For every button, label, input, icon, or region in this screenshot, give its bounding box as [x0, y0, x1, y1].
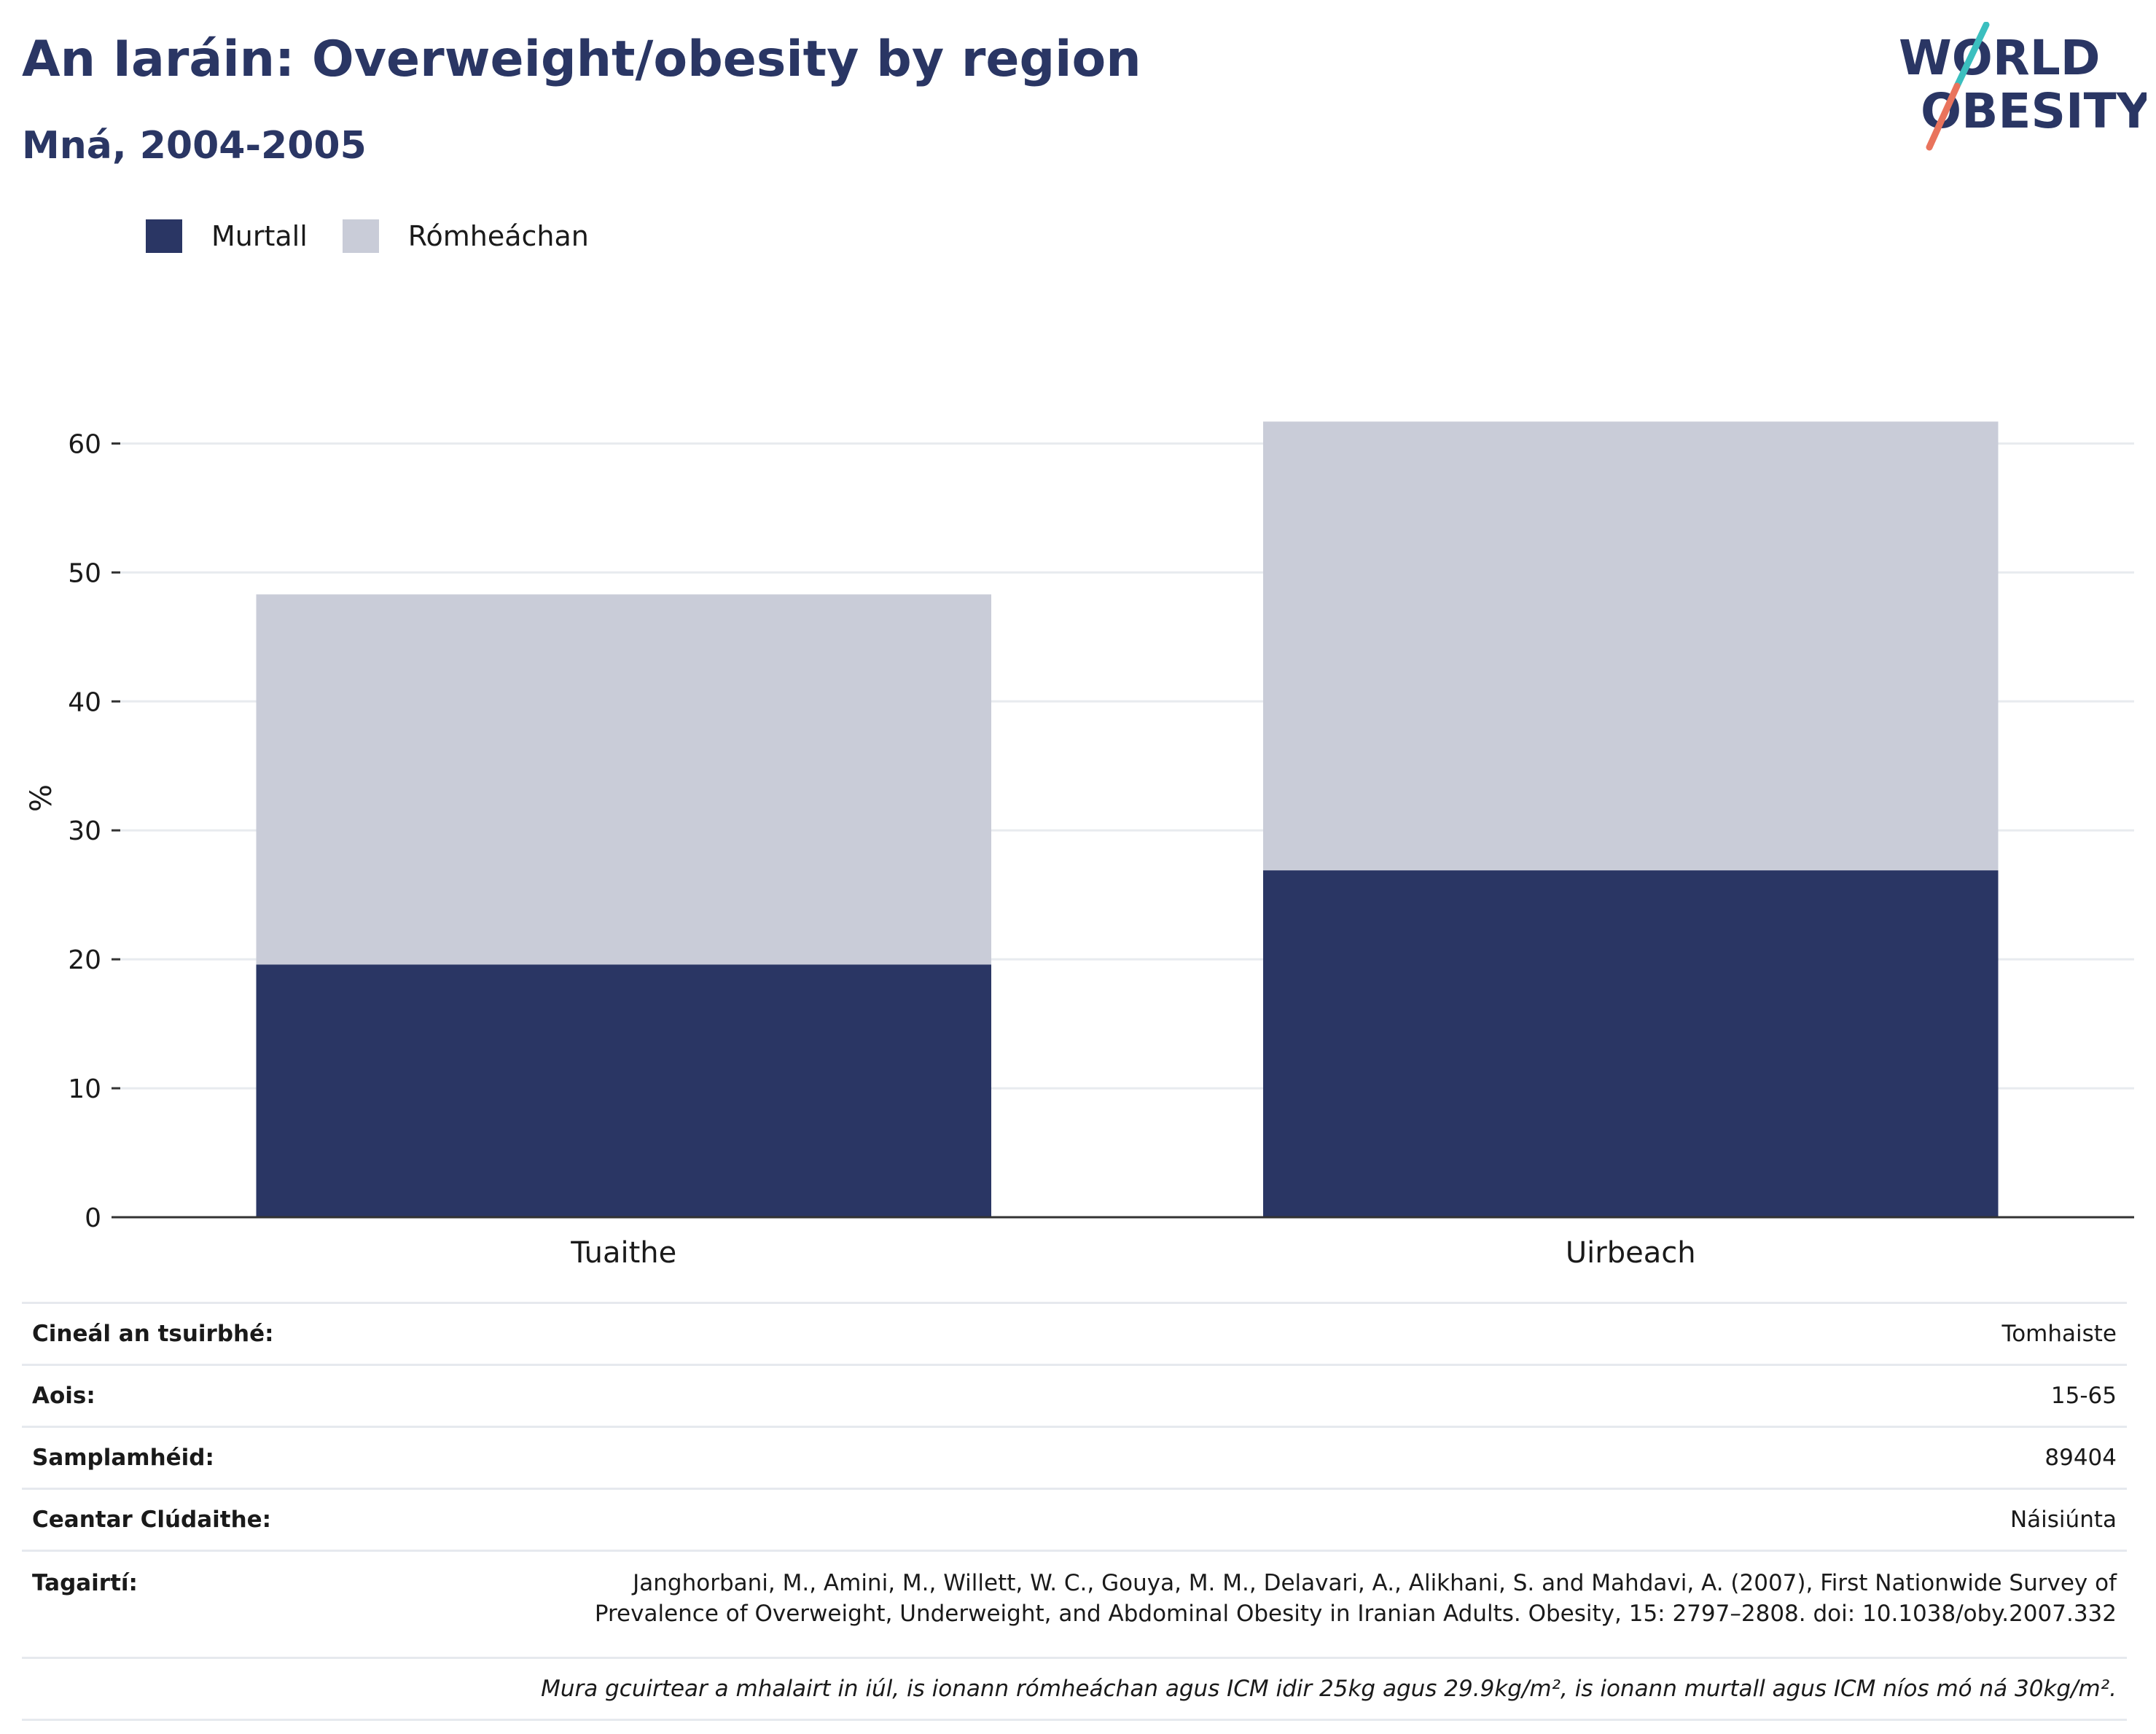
info-value: Tomhaiste [327, 1302, 2127, 1365]
bar-tuaithe-murtall[interactable] [256, 964, 991, 1217]
info-key: Ceantar Clúdaithe: [22, 1488, 328, 1551]
bar-chart: 0 10 20 30 40 50 60 Tuaithe Uirbeach% [25, 421, 2134, 1268]
info-value: 15-65 [327, 1364, 2127, 1427]
y-tick-label: 30 [68, 816, 101, 846]
x-tick-label: Tuaithe [570, 1236, 676, 1268]
legend-item-murtall[interactable]: Murtall [146, 219, 308, 253]
bar-tuaithe-romheachan[interactable] [256, 594, 991, 965]
chart-legend: Murtall Rómheáchan [146, 217, 624, 255]
y-axis-label: % [25, 784, 58, 812]
footnote-text: Mura gcuirtear a mhalairt in iúl, is ion… [22, 1657, 2127, 1721]
chart-subtitle: Mná, 2004-2005 [22, 124, 367, 168]
logo-line1: WORLD [1899, 30, 2101, 86]
survey-info-table: Cineál an tsuirbhé: Tomhaiste Aois: 15-6… [22, 1302, 2127, 1721]
world-obesity-logo: WORLD OBESITY [1899, 22, 2147, 151]
y-tick-label: 10 [68, 1074, 101, 1104]
y-tick-label: 60 [68, 429, 101, 459]
x-tick-label: Uirbeach [1566, 1236, 1696, 1268]
logo-line2: OBESITY [1921, 83, 2147, 139]
info-row-footnote: Mura gcuirtear a mhalairt in iúl, is ion… [22, 1657, 2127, 1721]
y-tick-label: 50 [68, 558, 101, 588]
legend-swatch-romheachan [342, 219, 379, 253]
reference-line-1: Janghorbani, M., Amini, M., Willett, W. … [633, 1570, 2117, 1596]
legend-label-romheachan: Rómheáchan [407, 220, 589, 252]
info-key: Tagairtí: [22, 1550, 328, 1658]
bar-uirbeach-murtall[interactable] [1263, 870, 1999, 1217]
info-row-survey-type: Cineál an tsuirbhé: Tomhaiste [22, 1302, 2127, 1365]
info-value: 89404 [327, 1426, 2127, 1489]
legend-label-murtall: Murtall [211, 220, 308, 252]
info-row-references: Tagairtí: Janghorbani, M., Amini, M., Wi… [22, 1550, 2127, 1658]
chart-title: An Iaráin: Overweight/obesity by region [22, 31, 1141, 88]
y-tick-label: 20 [68, 945, 101, 975]
legend-item-romheachan[interactable]: Rómheáchan [342, 219, 589, 253]
info-key: Samplamhéid: [22, 1426, 328, 1489]
bar-uirbeach-romheachan[interactable] [1263, 421, 1999, 871]
legend-swatch-murtall [146, 219, 182, 253]
reference-text: Janghorbani, M., Amini, M., Willett, W. … [327, 1550, 2127, 1658]
reference-line-2: Prevalence of Overweight, Underweight, a… [594, 1601, 2117, 1627]
info-row-age: Aois: 15-65 [22, 1364, 2127, 1427]
info-key: Aois: [22, 1364, 328, 1427]
info-value: Náisiúnta [327, 1488, 2127, 1551]
y-tick-label: 0 [85, 1203, 101, 1233]
info-row-area-covered: Ceantar Clúdaithe: Náisiúnta [22, 1488, 2127, 1551]
y-tick-label: 40 [68, 687, 101, 717]
info-row-sample-size: Samplamhéid: 89404 [22, 1426, 2127, 1489]
info-key: Cineál an tsuirbhé: [22, 1302, 328, 1365]
